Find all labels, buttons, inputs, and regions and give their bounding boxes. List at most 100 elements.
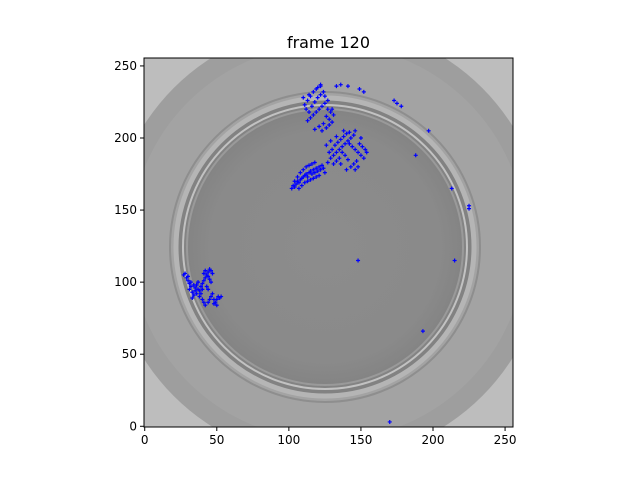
detection-point	[183, 271, 188, 276]
detection-point	[348, 164, 353, 169]
detection-point	[320, 128, 325, 133]
detection-point	[193, 288, 198, 293]
detection-point	[356, 150, 361, 155]
detection-point	[185, 274, 190, 279]
detection-point	[320, 104, 325, 109]
detection-point	[200, 287, 205, 292]
detection-point	[345, 157, 350, 162]
detection-point	[196, 280, 201, 285]
detection-point	[449, 186, 454, 191]
detection-point	[357, 141, 362, 146]
detection-point	[361, 89, 366, 94]
detection-point	[338, 82, 343, 87]
detection-point	[309, 161, 314, 166]
detection-point	[332, 143, 337, 148]
detection-point	[185, 278, 190, 283]
detection-point	[331, 153, 336, 158]
detection-point	[354, 159, 359, 164]
detection-point	[315, 169, 320, 174]
detection-point	[324, 114, 329, 119]
detection-point	[191, 293, 196, 298]
detection-point	[200, 281, 205, 286]
detection-point	[307, 110, 312, 115]
detection-point	[392, 98, 397, 103]
detection-point	[206, 274, 211, 279]
detection-point	[351, 133, 356, 138]
detection-point	[188, 284, 193, 289]
detection-point	[203, 268, 208, 273]
detection-point	[311, 89, 316, 94]
plot-frame	[143, 57, 514, 428]
y-tick-label: 0	[129, 419, 137, 433]
detection-point	[304, 164, 309, 169]
detection-point	[413, 153, 418, 158]
detection-point	[188, 280, 193, 285]
detection-point	[328, 156, 333, 161]
detection-point	[361, 156, 366, 161]
detection-point	[198, 284, 203, 289]
detection-point	[394, 101, 399, 106]
detection-point	[325, 160, 330, 165]
detection-point	[335, 140, 340, 145]
detection-point	[209, 294, 214, 299]
detection-point	[341, 128, 346, 133]
detection-point	[311, 112, 316, 117]
y-axis: 0 50 100 150 200 250	[114, 59, 144, 433]
detection-point	[207, 277, 212, 282]
detections	[181, 82, 472, 424]
detection-point	[353, 167, 358, 172]
detection-point	[296, 180, 301, 185]
detection-point	[312, 99, 317, 104]
detection-point	[206, 300, 211, 305]
detection-point	[190, 290, 195, 295]
detection-point	[325, 98, 330, 103]
detection-point	[324, 125, 329, 130]
detection-point	[327, 150, 332, 155]
detection-point	[328, 138, 333, 143]
detection-point	[194, 291, 199, 296]
detection-point	[302, 180, 307, 185]
detection-point	[321, 89, 326, 94]
y-tick-label: 150	[114, 203, 137, 217]
detection-point	[204, 284, 209, 289]
detection-point	[311, 167, 316, 172]
detection-point	[343, 141, 348, 146]
detection-point	[360, 144, 365, 149]
detection-point	[337, 156, 342, 161]
detection-point	[305, 179, 310, 184]
detection-point	[327, 123, 332, 128]
detection-point	[399, 104, 404, 109]
detection-point	[318, 92, 323, 97]
detection-point	[314, 110, 319, 115]
detection-point	[321, 166, 326, 171]
detection-point	[190, 295, 195, 300]
detection-point	[312, 170, 317, 175]
detection-point	[292, 185, 297, 190]
detection-point	[214, 297, 219, 302]
detection-point	[207, 297, 212, 302]
detection-point	[344, 167, 349, 172]
detection-point	[307, 92, 312, 97]
detection-point	[322, 94, 327, 99]
detection-point	[299, 183, 304, 188]
detection-point	[289, 186, 294, 191]
detection-point	[210, 291, 215, 296]
detection-point	[351, 161, 356, 166]
detection-point	[356, 258, 361, 263]
detection-point	[387, 419, 392, 424]
detection-point	[338, 161, 343, 166]
detection-point	[203, 275, 208, 280]
detection-point	[426, 128, 431, 133]
detection-point	[197, 294, 202, 299]
detection-point	[314, 166, 319, 171]
detection-point	[295, 174, 300, 179]
detection-point	[337, 147, 342, 152]
detection-point	[353, 128, 358, 133]
detection-point	[304, 172, 309, 177]
detection-point	[348, 135, 353, 140]
detection-point	[311, 176, 316, 181]
detection-point	[201, 271, 206, 276]
detection-point	[340, 150, 345, 155]
detection-point	[211, 301, 216, 306]
